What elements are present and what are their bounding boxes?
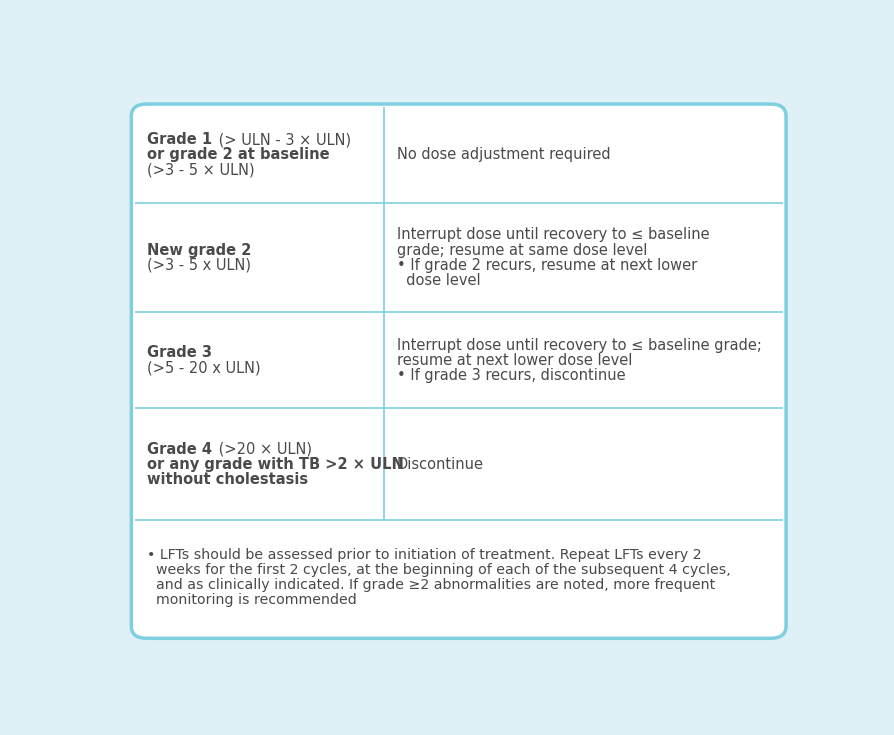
Text: Grade 4: Grade 4 [148,442,212,456]
FancyBboxPatch shape [131,104,785,638]
Text: or grade 2 at baseline: or grade 2 at baseline [148,148,330,162]
Text: and as clinically indicated. If grade ≥2 abnormalities are noted, more frequent: and as clinically indicated. If grade ≥2… [148,578,714,592]
Text: monitoring is recommended: monitoring is recommended [148,592,357,606]
Text: without cholestasis: without cholestasis [148,472,308,487]
Text: Discontinue: Discontinue [396,457,483,472]
Text: grade; resume at same dose level: grade; resume at same dose level [396,243,646,257]
Text: dose level: dose level [396,273,480,288]
Text: Grade 1: Grade 1 [148,132,212,147]
Text: • If grade 3 recurs, discontinue: • If grade 3 recurs, discontinue [396,368,625,383]
Text: No dose adjustment required: No dose adjustment required [396,148,610,162]
Text: weeks for the first 2 cycles, at the beginning of each of the subsequent 4 cycle: weeks for the first 2 cycles, at the beg… [148,563,730,577]
Text: • If grade 2 recurs, resume at next lower: • If grade 2 recurs, resume at next lowe… [396,258,696,273]
Text: or any grade with TB >2 × ULN: or any grade with TB >2 × ULN [148,457,404,472]
Text: (>3 - 5 × ULN): (>3 - 5 × ULN) [148,162,255,178]
Text: (>3 - 5 x ULN): (>3 - 5 x ULN) [148,258,251,273]
Text: Interrupt dose until recovery to ≤ baseline grade;: Interrupt dose until recovery to ≤ basel… [396,337,761,353]
Text: • LFTs should be assessed prior to initiation of treatment. Repeat LFTs every 2: • LFTs should be assessed prior to initi… [148,548,701,562]
Text: New grade 2: New grade 2 [148,243,251,257]
Text: Interrupt dose until recovery to ≤ baseline: Interrupt dose until recovery to ≤ basel… [396,227,709,243]
Text: Grade 3: Grade 3 [148,345,212,360]
Text: (>20 × ULN): (>20 × ULN) [214,442,311,456]
Text: resume at next lower dose level: resume at next lower dose level [396,353,631,368]
Text: (>5 - 20 x ULN): (>5 - 20 x ULN) [148,360,260,376]
Text: (> ULN - 3 × ULN): (> ULN - 3 × ULN) [214,132,350,147]
